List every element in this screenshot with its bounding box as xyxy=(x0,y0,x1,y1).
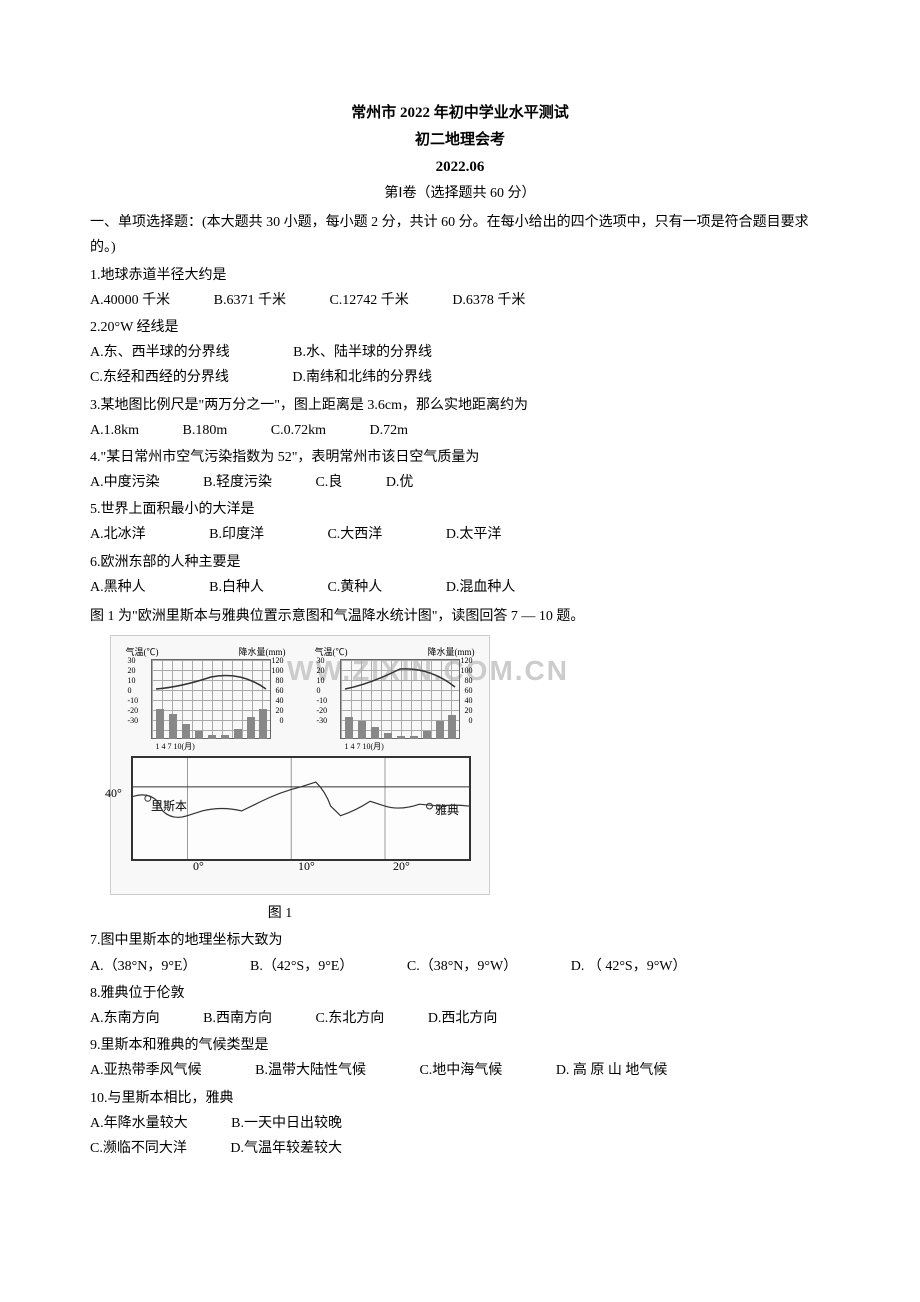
q10-text: 10.与里斯本相比，雅典 xyxy=(90,1086,830,1111)
q7-b: B.（42°S，9°E） xyxy=(250,954,353,979)
athens-x-label: 1 4 7 10(月) xyxy=(345,740,384,754)
q8-options: A.东南方向 B.西南方向 C.东北方向 D.西北方向 xyxy=(90,1006,830,1031)
q9-c: C.地中海气候 xyxy=(419,1058,502,1083)
q8-a: A.东南方向 xyxy=(90,1006,160,1031)
q7-c: C.（38°N，9°W） xyxy=(407,954,517,979)
q8-text: 8.雅典位于伦敦 xyxy=(90,981,830,1006)
q10-a: A.年降水量较大 xyxy=(90,1111,188,1136)
figure-1-container: WW.ZIXIN.COM.CN 气温(℃) 降水量(mm) 3020100-10… xyxy=(110,635,490,895)
doc-date: 2022.06 xyxy=(90,154,830,181)
lisbon-curve xyxy=(151,659,271,739)
q10-c: C.濒临不同大洋 xyxy=(90,1136,187,1161)
map-lat-40: 40° xyxy=(105,783,122,805)
q2-a: A.东、西半球的分界线 xyxy=(90,340,230,365)
q10-d: D.气温年较差较大 xyxy=(230,1136,342,1161)
q1-text: 1.地球赤道半径大约是 xyxy=(90,263,830,288)
map-coastline xyxy=(133,758,469,859)
q8-b: B.西南方向 xyxy=(203,1006,272,1031)
q5-options: A.北冰洋 B.印度洋 C.大西洋 D.太平洋 xyxy=(90,522,830,547)
q7-text: 7.图中里斯本的地理坐标大致为 xyxy=(90,928,830,953)
q5-a: A.北冰洋 xyxy=(90,522,146,547)
q2-b: B.水、陆半球的分界线 xyxy=(293,340,432,365)
instruction-text: 一、单项选择题：(本大题共 30 小题，每小题 2 分，共计 60 分。在每小给… xyxy=(90,210,830,260)
q4-a: A.中度污染 xyxy=(90,470,160,495)
map-box: 40° 0° 10° 20° 里斯本 雅典 xyxy=(131,756,471,861)
q5-b: B.印度洋 xyxy=(209,522,264,547)
q9-options: A.亚热带季风气候 B.温带大陆性气候 C.地中海气候 D. 高 原 山 地气候 xyxy=(90,1058,830,1083)
q2-text: 2.20°W 经线是 xyxy=(90,315,830,340)
part-title: 第Ⅰ卷（选择题共 60 分） xyxy=(90,181,830,206)
q1-d: D.6378 千米 xyxy=(452,288,525,313)
athens-curve xyxy=(340,659,460,739)
figure-1-caption: 图 1 xyxy=(90,901,450,926)
q3-options: A.1.8km B.180m C.0.72km D.72m xyxy=(90,418,830,443)
lisbon-left-ticks: 3020100-10-20-30 xyxy=(128,656,139,726)
q3-b: B.180m xyxy=(183,418,228,443)
q7-d: D. （ 42°S，9°W） xyxy=(571,954,687,979)
doc-title: 常州市 2022 年初中学业水平测试 xyxy=(90,100,830,127)
lisbon-right-ticks: 120100806040200 xyxy=(272,656,284,726)
q8-c: C.东北方向 xyxy=(315,1006,384,1031)
q6-options: A.黑种人 B.白种人 C.黄种人 D.混血种人 xyxy=(90,575,830,600)
q4-options: A.中度污染 B.轻度污染 C.良 D.优 xyxy=(90,470,830,495)
athens-left-ticks: 3020100-10-20-30 xyxy=(317,656,328,726)
q9-a: A.亚热带季风气候 xyxy=(90,1058,202,1083)
athens-right-ticks: 120100806040200 xyxy=(461,656,473,726)
q2-d: D.南纬和北纬的分界线 xyxy=(292,365,432,390)
q3-d: D.72m xyxy=(369,418,408,443)
chart-row: 气温(℃) 降水量(mm) 3020100-10-20-30 120100806… xyxy=(111,636,489,754)
q7-a: A.（38°N，9°E） xyxy=(90,954,196,979)
q4-d: D.优 xyxy=(386,470,414,495)
q2-c: C.东经和西经的分界线 xyxy=(90,365,229,390)
q9-b: B.温带大陆性气候 xyxy=(255,1058,366,1083)
q5-text: 5.世界上面积最小的大洋是 xyxy=(90,497,830,522)
q5-c: C.大西洋 xyxy=(327,522,382,547)
q7-options: A.（38°N，9°E） B.（42°S，9°E） C.（38°N，9°W） D… xyxy=(90,954,830,979)
q4-c: C.良 xyxy=(315,470,342,495)
lisbon-x-label: 1 4 7 10(月) xyxy=(156,740,195,754)
lisbon-chart: 气温(℃) 降水量(mm) 3020100-10-20-30 120100806… xyxy=(126,644,286,754)
q4-text: 4."某日常州市空气污染指数为 52"，表明常州市该日空气质量为 xyxy=(90,445,830,470)
q1-c: C.12742 千米 xyxy=(329,288,408,313)
q9-d: D. 高 原 山 地气候 xyxy=(556,1058,668,1083)
q1-b: B.6371 千米 xyxy=(214,288,286,313)
q6-c: C.黄种人 xyxy=(327,575,382,600)
q5-d: D.太平洋 xyxy=(446,522,502,547)
q4-b: B.轻度污染 xyxy=(203,470,272,495)
q3-text: 3.某地图比例尺是"两万分之一"，图上距离是 3.6cm，那么实地距离约为 xyxy=(90,393,830,418)
q3-a: A.1.8km xyxy=(90,418,139,443)
figure-intro: 图 1 为"欧洲里斯本与雅典位置示意图和气温降水统计图"，读图回答 7 — 10… xyxy=(90,604,830,629)
q6-b: B.白种人 xyxy=(209,575,264,600)
athens-chart: 气温(℃) 降水量(mm) 3020100-10-20-30 120100806… xyxy=(315,644,475,754)
q6-d: D.混血种人 xyxy=(446,575,516,600)
q8-d: D.西北方向 xyxy=(428,1006,498,1031)
q2-options: A.东、西半球的分界线 B.水、陆半球的分界线 C.东经和西经的分界线 D.南纬… xyxy=(90,340,830,390)
q10-options: A.年降水量较大 B.一天中日出较晚 C.濒临不同大洋 D.气温年较差较大 xyxy=(90,1111,830,1161)
q1-options: A.40000 千米 B.6371 千米 C.12742 千米 D.6378 千… xyxy=(90,288,830,313)
q6-a: A.黑种人 xyxy=(90,575,146,600)
q9-text: 9.里斯本和雅典的气候类型是 xyxy=(90,1033,830,1058)
q3-c: C.0.72km xyxy=(271,418,326,443)
q10-b: B.一天中日出较晚 xyxy=(231,1111,342,1136)
doc-subtitle: 初二地理会考 xyxy=(90,127,830,154)
q1-a: A.40000 千米 xyxy=(90,288,170,313)
q6-text: 6.欧洲东部的人种主要是 xyxy=(90,550,830,575)
